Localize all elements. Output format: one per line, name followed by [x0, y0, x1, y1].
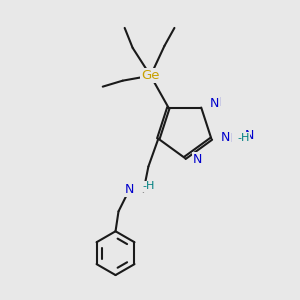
Text: Ge: Ge: [141, 69, 160, 82]
Text: N: N: [244, 129, 254, 142]
Text: N: N: [220, 131, 230, 144]
Text: N: N: [209, 97, 219, 110]
Text: N: N: [212, 96, 221, 109]
Text: N: N: [223, 132, 232, 145]
Text: N: N: [193, 154, 203, 166]
Text: N: N: [125, 183, 134, 196]
Text: -H: -H: [237, 133, 249, 143]
Text: -H: -H: [142, 182, 154, 191]
